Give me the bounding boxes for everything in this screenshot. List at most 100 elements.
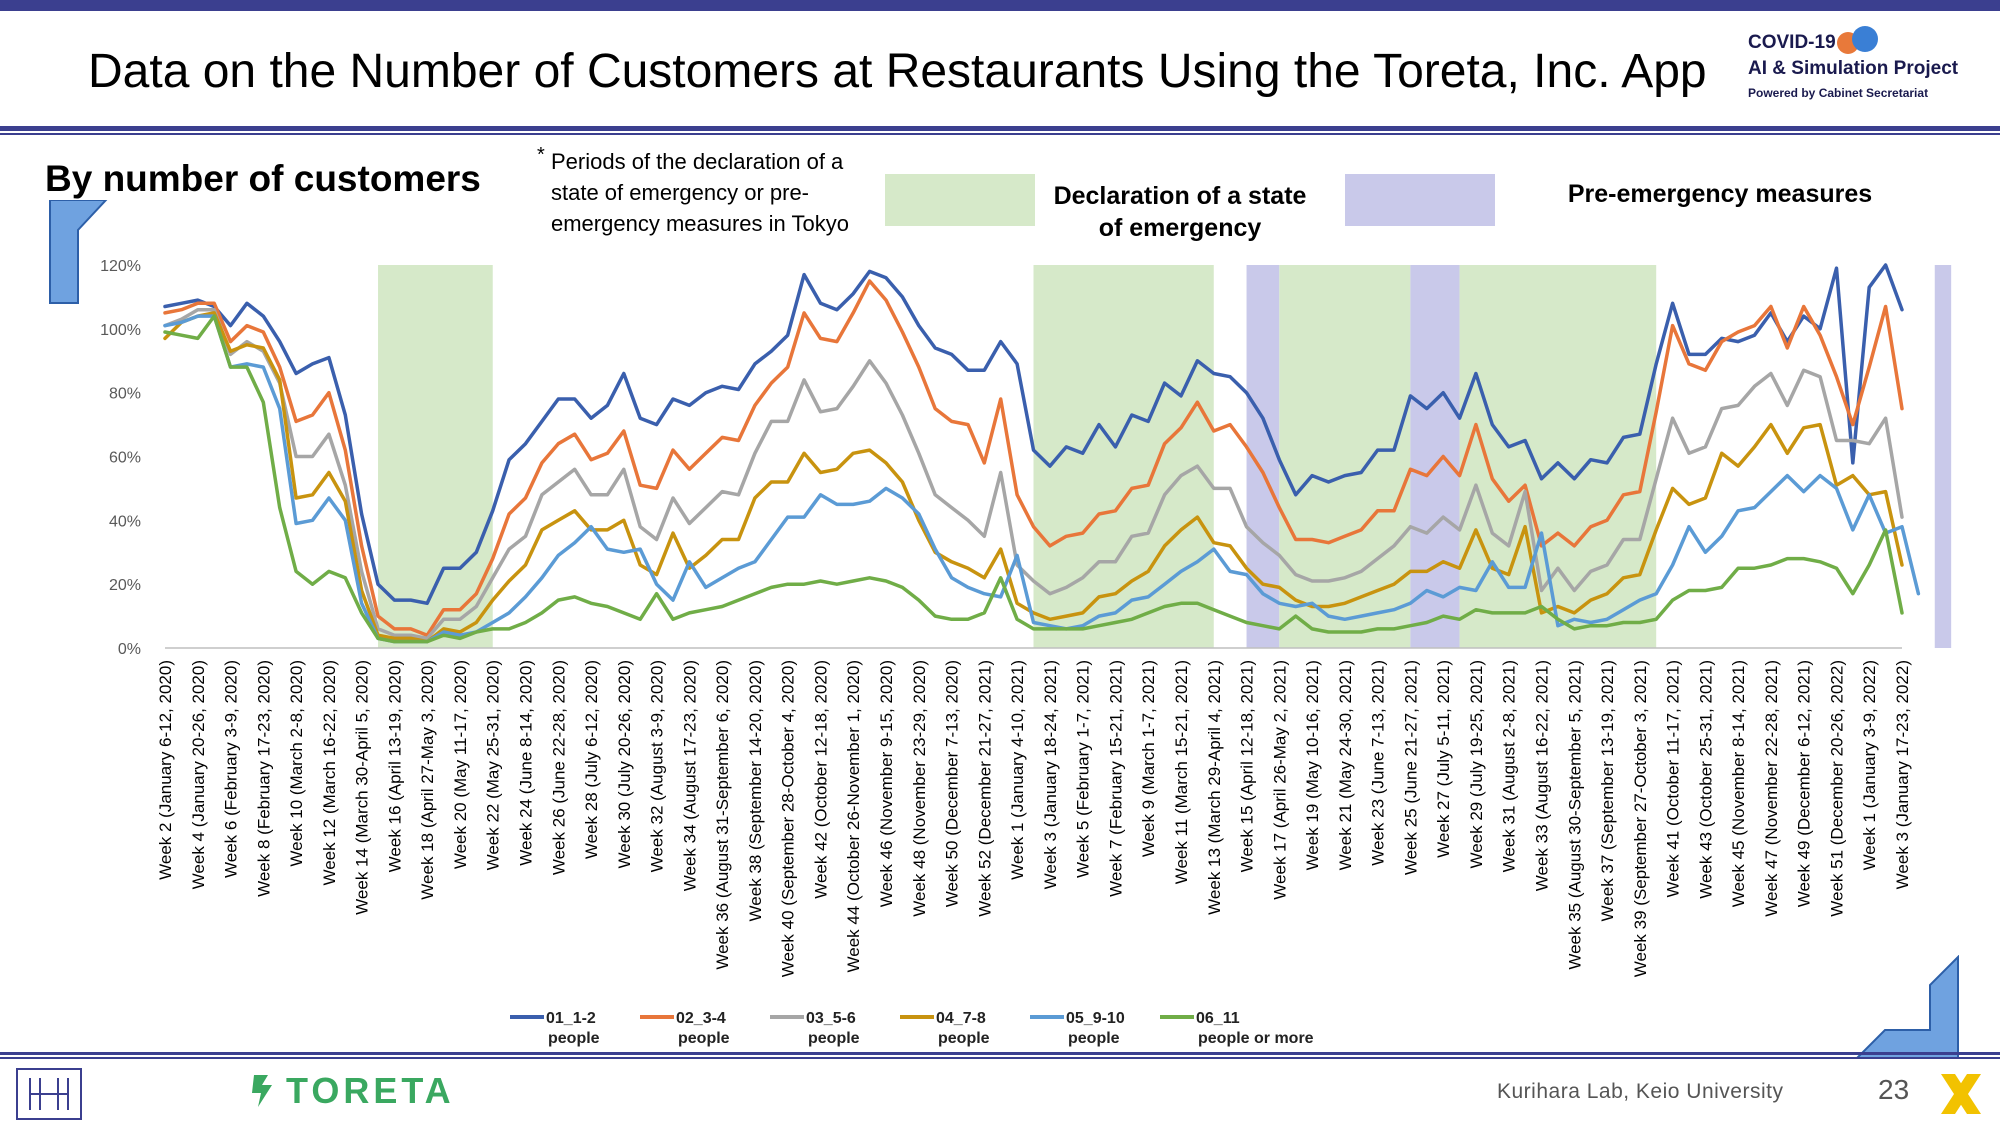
x-tick-label: Week 48 (November 23-29, 2020) [910,660,929,917]
legend-label: 04_7-8 [936,1010,986,1027]
series-lines [163,263,1921,644]
x-tick-label: Week 36 (August 31-September 6, 2020) [713,660,732,970]
x-tick-label: Week 1 (January 4-10, 2021) [1008,660,1027,880]
x-tick-label: Week 3 (January 18-24, 2021) [1041,660,1060,889]
x-tick-label: Week 2 (January 6-12, 2020) [156,660,175,880]
x-tick-label: Week 10 (March 2-8, 2020) [287,660,306,867]
x-tick-label: Week 47 (November 22-28, 2021) [1762,660,1781,917]
x-tick-label: Week 3 (January 17-23, 2022) [1893,660,1912,889]
x-tick-label: Week 41 (October 11-17, 2021) [1664,660,1683,898]
x-tick-label: Week 30 (July 20-26, 2020) [615,660,634,869]
legend-label: 06_11 [1196,1010,1240,1027]
x-tick-label: Week 12 (March 16-22, 2020) [320,660,339,886]
x-tick-label: Week 18 (April 27-May 3, 2020) [418,660,437,900]
x-tick-label: Week 32 (August 3-9, 2020) [648,660,667,872]
x-tick-label: Week 9 (March 1-7, 2021) [1139,660,1158,857]
project-logo-blue-dot [1852,26,1878,52]
toreta-logo: TORETA [248,1070,455,1112]
y-tick-label: 100% [100,322,141,339]
x-tick-label: Week 40 (September 28-October 4, 2020) [779,660,798,977]
legend-label: 05_9-10 [1066,1010,1125,1027]
x-tick-label: Week 28 (July 6-12, 2020) [582,660,601,859]
pre-emergency-legend-label: Pre-emergency measures [1567,180,1873,208]
keio-logo [16,1068,82,1120]
x-tick-label: Week 7 (February 15-21, 2021) [1106,660,1125,897]
x-tick-label: Week 26 (June 22-28, 2020) [549,660,568,875]
x-tick-label: Week 27 (July 5-11, 2021) [1434,660,1453,858]
y-tick-label: 0% [118,641,141,658]
footer-rule-thin [0,1057,2000,1059]
series-line-3 [163,307,1904,641]
emergency-legend-label: Declaration of a state of emergency [1053,182,1307,242]
x-tick-label: Week 51 (December 20-26, 2022) [1827,660,1846,917]
emergency-legend-swatch [885,174,1035,226]
x-tick-label: Week 42 (October 12-18, 2020) [811,660,830,899]
x-tick-label: Week 20 (May 11-17, 2020) [451,660,470,869]
period-note: Periods of the declaration of a state of… [551,149,849,236]
line-chart: 0% 20% 40% 60% 80% 100% 120% Week 2 (January 6… [100,258,1952,1047]
x-tick-label: Week 46 (November 9-15, 2020) [877,660,896,907]
x-tick-label: Week 14 (March 30-April 5, 2020) [353,660,372,915]
header-rule [0,126,2000,131]
x-tick-label: Week 22 (May 25-31, 2020) [484,660,503,870]
x-tick-label: Week 5 (February 1-7, 2021) [1074,660,1093,878]
pre-emergency-period-band [1934,265,1952,648]
x-tick-label: Week 17 (April 26-May 2, 2021) [1270,660,1289,900]
legend-label: 02_3-4 [676,1010,726,1027]
x-tick-label: Week 38 (September 14-20, 2020) [746,660,765,921]
y-axis: 0% 20% 40% 60% 80% 100% 120% [100,258,1902,658]
x-tick-label: Week 44 (October 26-November 1, 2020) [844,660,863,972]
decorative-corner-top-left [49,200,108,304]
x-tick-label: Week 45 (November 8-14, 2021) [1729,660,1748,907]
emergency-period-band [1033,265,1214,648]
toreta-wordmark: TORETA [286,1070,455,1111]
x-tick-label: Week 6 (February 3-9, 2020) [222,660,241,878]
series-line-6 [163,314,1904,644]
legend-label: people [548,1030,600,1047]
project-logo-line2: AI & Simulation Project [1748,58,1959,79]
y-tick-label: 40% [109,513,141,530]
top-color-bar [0,0,2000,11]
legend-label: people [1068,1030,1120,1047]
note-asterisk: * [537,144,545,166]
x-tick-label: Week 34 (August 17-23, 2020) [680,660,699,891]
project-logo-line1: COVID-19 [1748,32,1836,53]
x-tick-label: Week 39 (September 27-October 3, 2021) [1631,660,1650,977]
x-tick-label: Week 29 (July 19-25, 2021) [1467,660,1486,869]
y-tick-label: 60% [109,450,141,467]
x-tick-label: Week 21 (May 24-30, 2021) [1336,660,1355,870]
x-tick-label: Week 13 (March 29-April 4, 2021) [1205,660,1224,915]
x-tick-label: Week 43 (October 25-31, 2021) [1696,660,1715,899]
series-line-4 [163,311,1904,644]
x-tick-label: Week 49 (December 6-12, 2021) [1795,660,1814,907]
x-tick-label: Week 25 (June 21-27, 2021) [1401,660,1420,875]
footer-rule [0,1052,2000,1055]
x-tick-label: Week 16 (April 13-19, 2020) [385,660,404,872]
x-tick-label: Week 11 (March 15-21, 2021) [1172,660,1191,884]
legend-label: 01_1-2 [546,1010,596,1027]
x-tick-label: Week 8 (February 17-23, 2020) [254,660,273,897]
emergency-period-band [1279,265,1411,648]
x-tick-label: Week 37 (September 13-19, 2021) [1598,660,1617,921]
y-tick-label: 120% [100,258,141,275]
legend-label: people [678,1030,730,1047]
toreta-leaf-icon [252,1075,272,1107]
legend-label: people or more [1198,1030,1314,1047]
series-line-5 [163,314,1921,644]
x-tick-label: Week 50 (December 7-13, 2020) [943,660,962,907]
period-bands [378,265,1952,648]
series-line-2 [163,279,1904,637]
x-tick-label: Week 35 (August 30-September 5, 2021) [1565,660,1584,970]
x-tick-label: Week 52 (December 21-27, 2021) [975,660,994,917]
legend-label: 03_5-6 [806,1010,856,1027]
x-tick-label: Week 23 (June 7-13, 2021) [1369,660,1388,866]
x-tick-label: Week 33 (August 16-22, 2021) [1532,660,1551,891]
x-tick-label: Week 24 (June 8-14, 2020) [517,660,536,866]
header-rule-thin [0,133,2000,135]
x-tick-label: Week 1 (January 3-9, 2022) [1860,660,1879,870]
x-tick-label: Week 31 (August 2-8, 2021) [1500,660,1519,872]
chart-subtitle: By number of customers [45,158,481,199]
project-logo-line3: Powered by Cabinet Secretariat [1748,86,1929,100]
footer-lab: Kurihara Lab, Keio University [1497,1080,1784,1103]
